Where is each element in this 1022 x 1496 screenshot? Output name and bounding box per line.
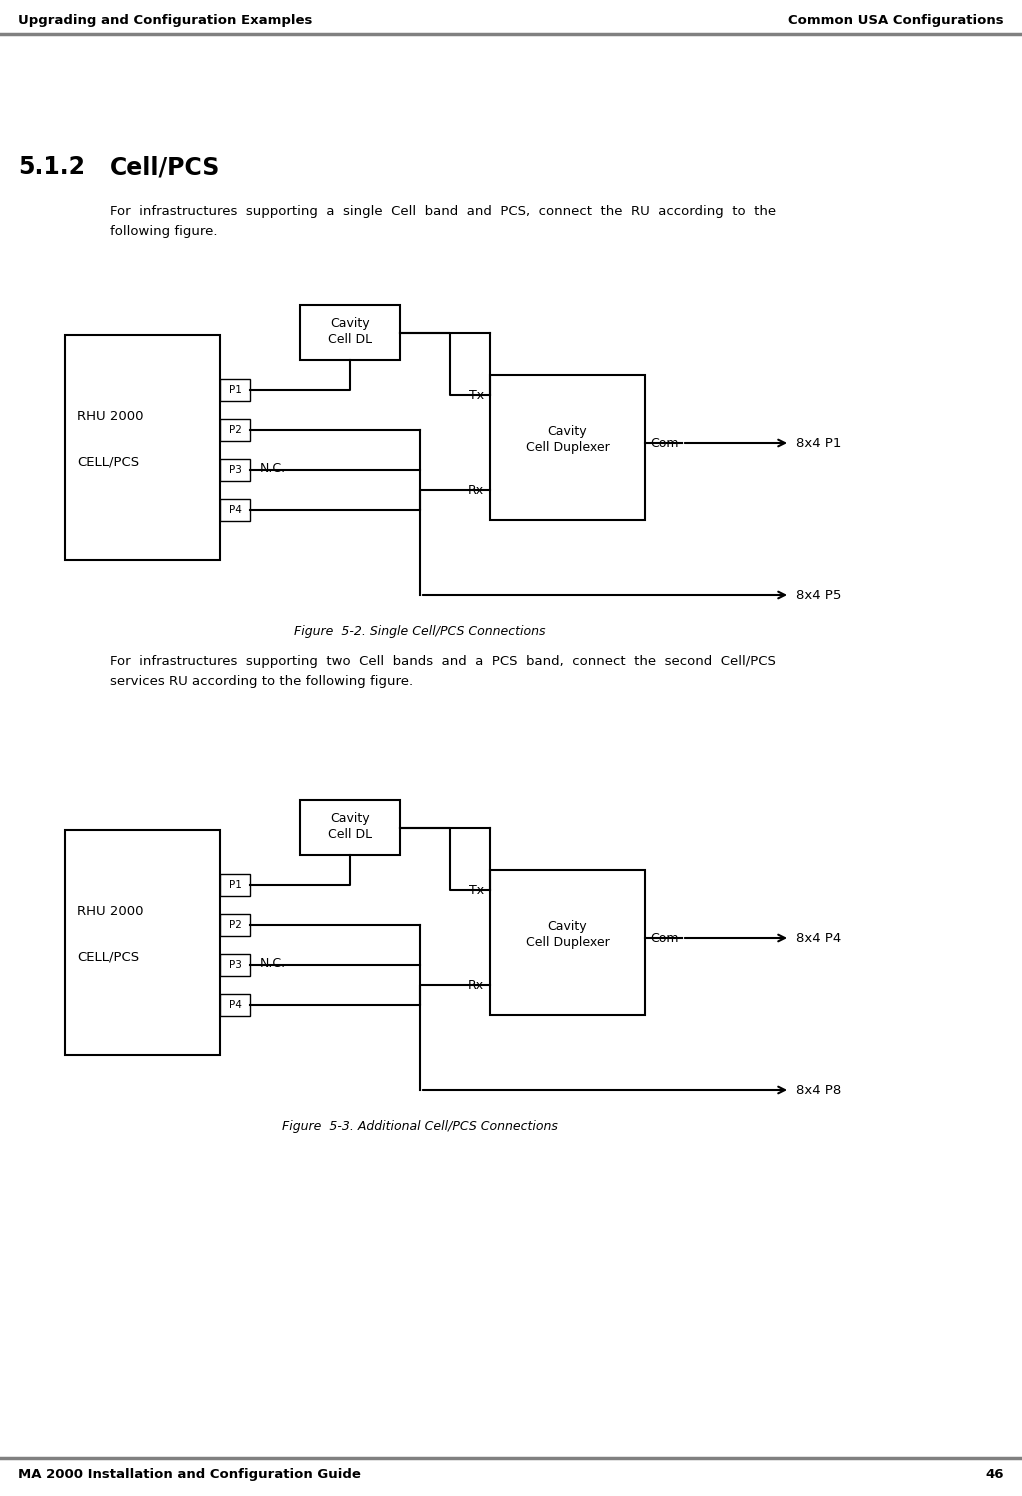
Bar — [490, 375, 645, 521]
Text: 46: 46 — [985, 1468, 1004, 1481]
Text: Figure  5-2. Single Cell/PCS Connections: Figure 5-2. Single Cell/PCS Connections — [294, 625, 546, 637]
Text: 8x4 P4: 8x4 P4 — [796, 932, 841, 944]
Text: P1: P1 — [229, 384, 241, 395]
Text: N.C.: N.C. — [260, 957, 286, 969]
Text: Cell DL: Cell DL — [328, 827, 372, 841]
Text: For  infrastructures  supporting  a  single  Cell  band  and  PCS,  connect  the: For infrastructures supporting a single … — [110, 205, 776, 218]
Text: 5.1.2: 5.1.2 — [18, 156, 85, 180]
Text: CELL/PCS: CELL/PCS — [77, 950, 139, 963]
Text: P2: P2 — [229, 425, 241, 435]
Bar — [220, 954, 250, 975]
Text: P3: P3 — [229, 960, 241, 969]
Text: Upgrading and Configuration Examples: Upgrading and Configuration Examples — [18, 13, 313, 27]
Text: RHU 2000: RHU 2000 — [77, 410, 143, 423]
Bar — [65, 335, 220, 560]
Text: Figure  5-3. Additional Cell/PCS Connections: Figure 5-3. Additional Cell/PCS Connecti… — [282, 1121, 558, 1132]
Text: Cavity: Cavity — [330, 317, 370, 331]
Text: For  infrastructures  supporting  two  Cell  bands  and  a  PCS  band,  connect : For infrastructures supporting two Cell … — [110, 655, 776, 669]
Bar — [300, 800, 400, 856]
Bar — [220, 378, 250, 401]
Bar — [65, 830, 220, 1055]
Bar — [220, 459, 250, 482]
Text: services RU according to the following figure.: services RU according to the following f… — [110, 675, 413, 688]
Text: Cavity: Cavity — [548, 920, 588, 934]
Bar — [220, 993, 250, 1016]
Text: Com: Com — [650, 932, 679, 944]
Text: Cell/PCS: Cell/PCS — [110, 156, 221, 180]
Bar — [300, 305, 400, 361]
Text: following figure.: following figure. — [110, 224, 218, 238]
Bar — [220, 500, 250, 521]
Text: 8x4 P5: 8x4 P5 — [796, 588, 841, 601]
Text: Tx: Tx — [469, 389, 484, 401]
Bar — [220, 914, 250, 936]
Bar — [220, 874, 250, 896]
Text: Common USA Configurations: Common USA Configurations — [788, 13, 1004, 27]
Text: Com: Com — [650, 437, 679, 449]
Text: Cavity: Cavity — [548, 425, 588, 438]
Bar — [490, 871, 645, 1014]
Text: Cavity: Cavity — [330, 812, 370, 824]
Text: 8x4 P1: 8x4 P1 — [796, 437, 841, 449]
Text: MA 2000 Installation and Configuration Guide: MA 2000 Installation and Configuration G… — [18, 1468, 361, 1481]
Text: Tx: Tx — [469, 884, 484, 896]
Text: Rx: Rx — [468, 483, 484, 497]
Text: P4: P4 — [229, 506, 241, 515]
Text: P2: P2 — [229, 920, 241, 931]
Text: P3: P3 — [229, 465, 241, 476]
Text: Cell DL: Cell DL — [328, 334, 372, 346]
Text: N.C.: N.C. — [260, 462, 286, 476]
Text: Cell Duplexer: Cell Duplexer — [525, 936, 609, 948]
Bar — [220, 419, 250, 441]
Text: CELL/PCS: CELL/PCS — [77, 455, 139, 468]
Text: P1: P1 — [229, 880, 241, 890]
Text: Cell Duplexer: Cell Duplexer — [525, 441, 609, 453]
Text: 8x4 P8: 8x4 P8 — [796, 1083, 841, 1097]
Text: RHU 2000: RHU 2000 — [77, 905, 143, 919]
Text: Rx: Rx — [468, 978, 484, 992]
Text: P4: P4 — [229, 999, 241, 1010]
